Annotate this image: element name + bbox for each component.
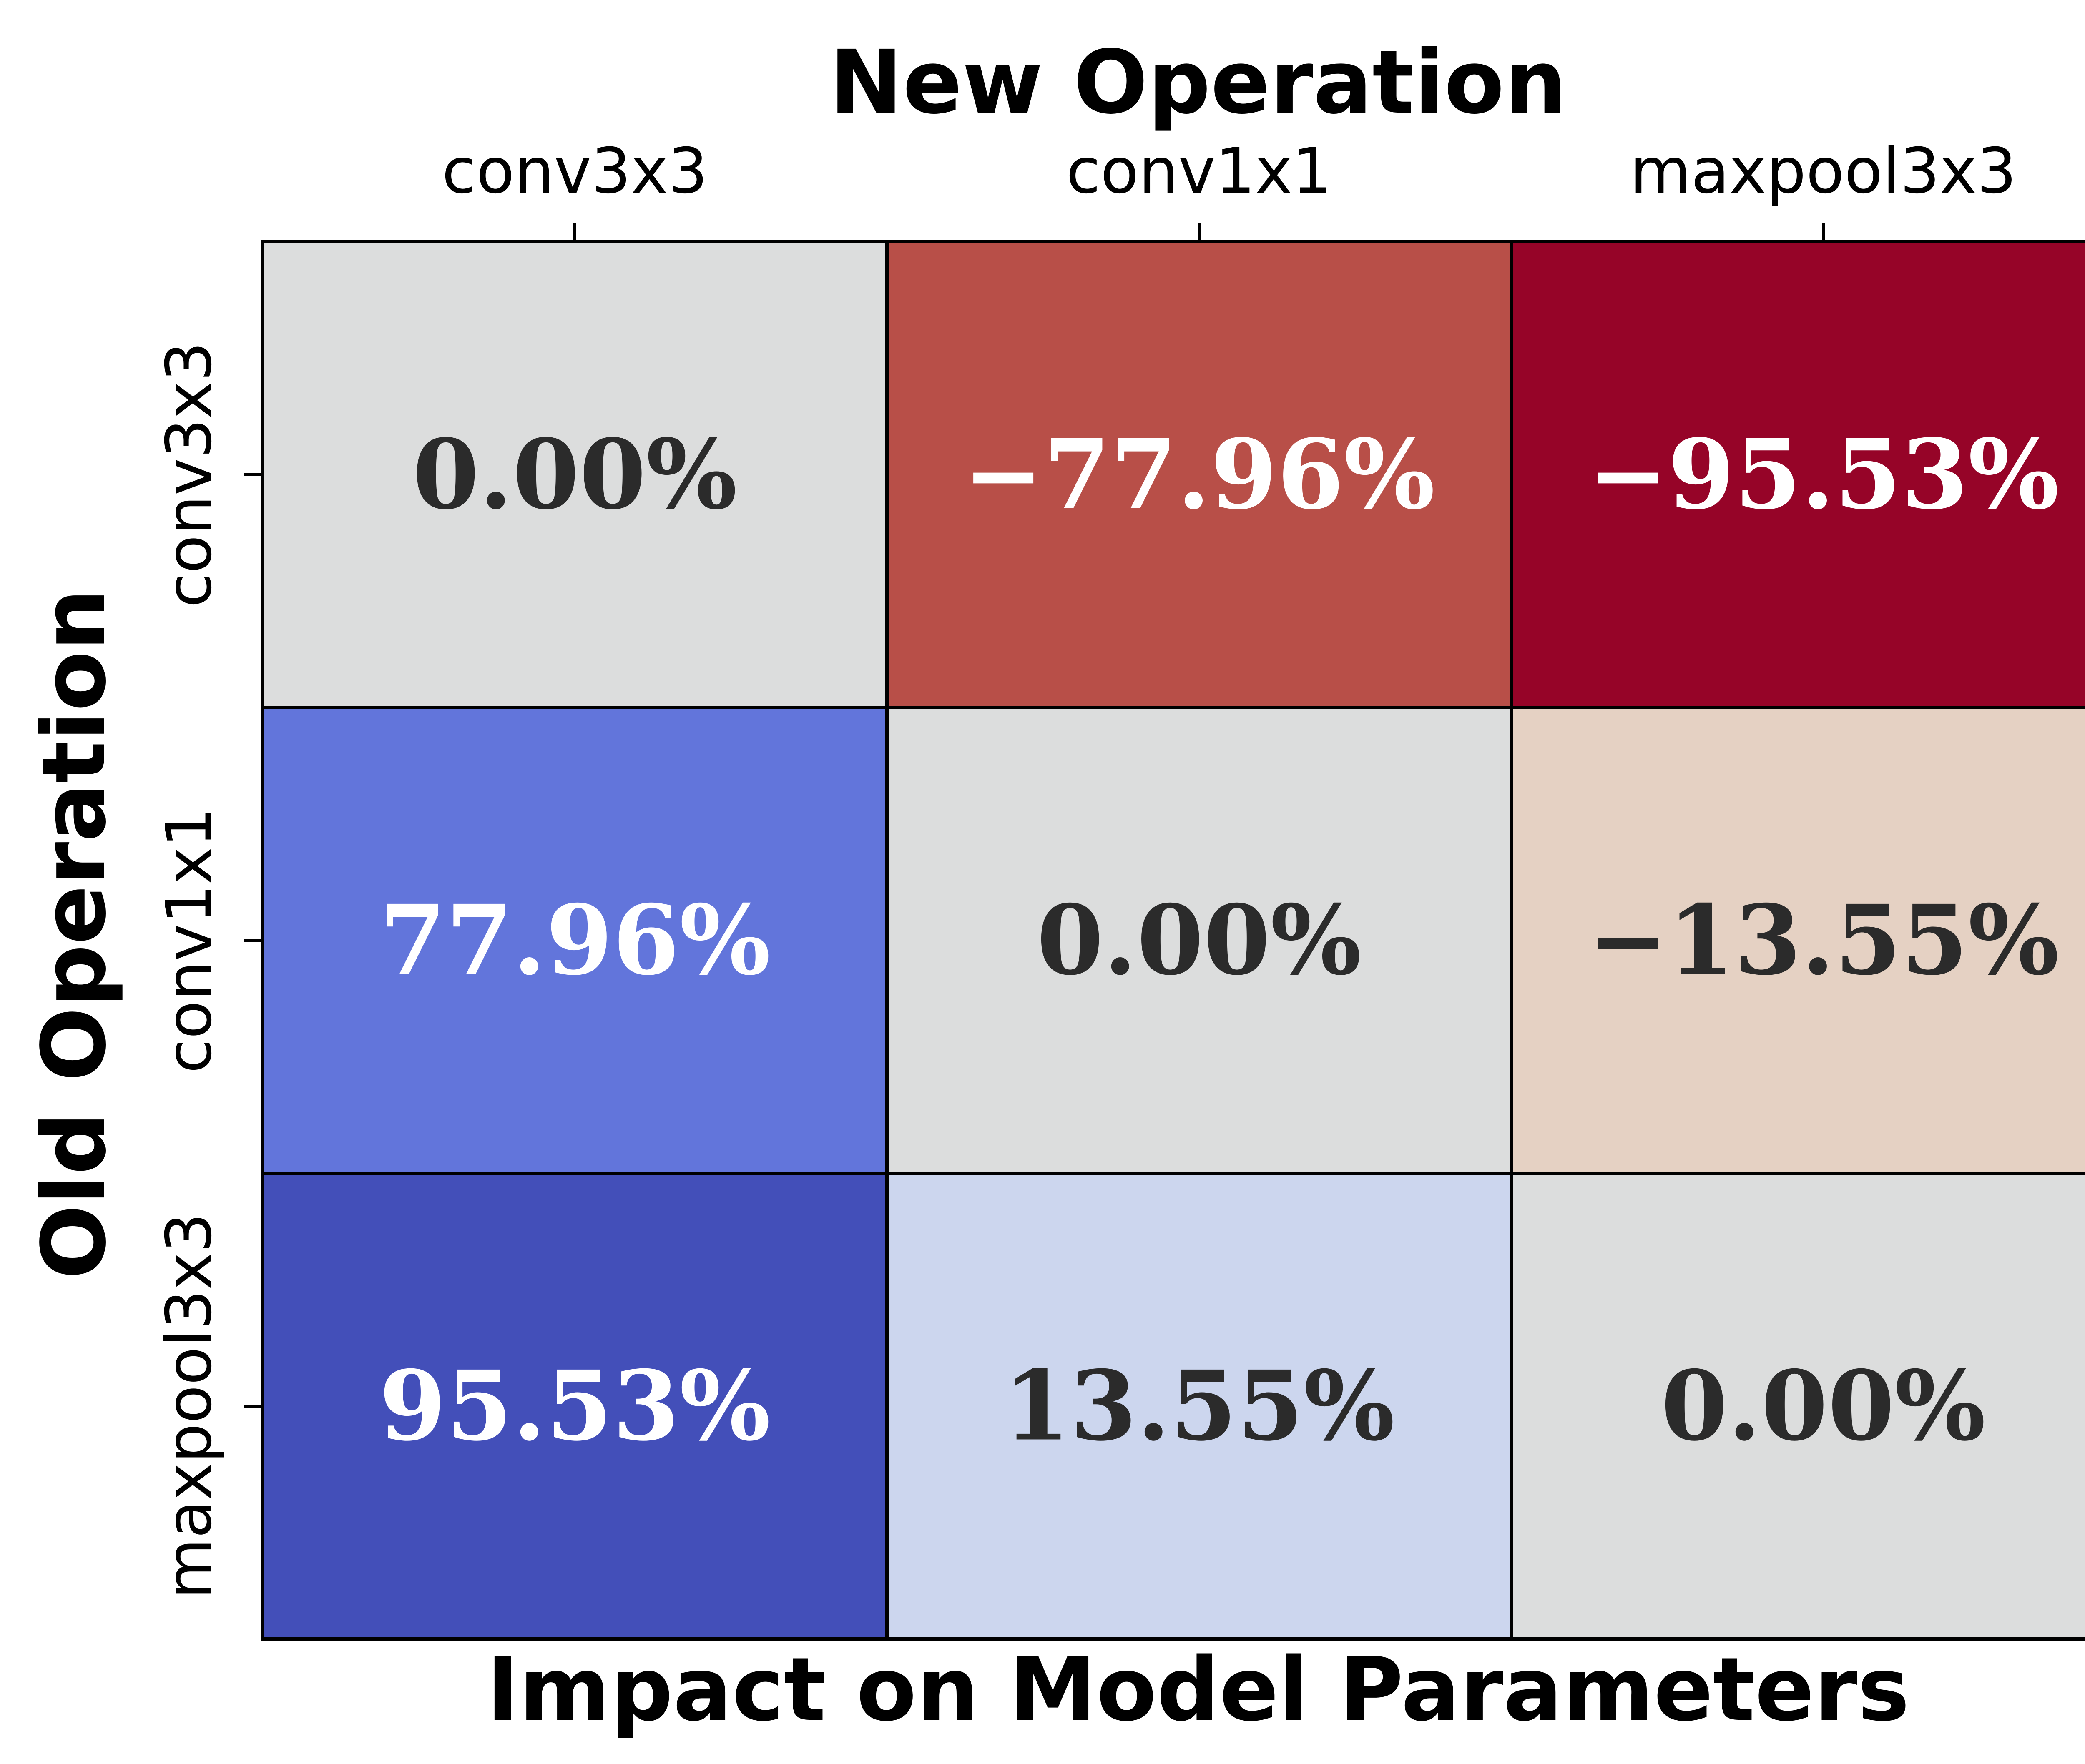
heatmap-cell-maxpool3x3-maxpool3x3 (1510, 1172, 2085, 1641)
heatmap-cell-maxpool3x3-conv1x1 (885, 1172, 1513, 1641)
x-tick-label: conv3x3 (442, 135, 708, 208)
heatmap-cell-conv1x1-conv1x1 (885, 706, 1513, 1175)
cell-value-label: 95.53% (379, 1350, 771, 1463)
y-axis-title: Old Operation (23, 589, 125, 1280)
y-tick-label: maxpool3x3 (153, 1213, 226, 1599)
heatmap-cell-conv1x1-conv3x3 (261, 706, 889, 1175)
heatmap-cell-conv3x3-conv1x1 (885, 240, 1513, 709)
cell-value-label: −95.53% (1588, 419, 2059, 531)
heatmap-cells: 0.00% −77.96% −95.53% 77.96% 0.00% −13.55% 95.… (261, 240, 2085, 1641)
axis-ticks (244, 223, 1825, 1408)
x-axis-title: Impact on Model Parameters (487, 1639, 1910, 1741)
tick-labels: conv3x3 conv1x1 maxpool3x3 conv3x3 conv1x1 ma… (153, 135, 2017, 1599)
cell-value-label: −13.55% (1588, 884, 2059, 997)
cell-value-label: 13.55% (1003, 1350, 1395, 1463)
heatmap-cell-conv1x1-maxpool3x3 (1510, 706, 2085, 1175)
heatmap-cell-conv3x3-conv3x3 (261, 240, 889, 709)
cell-value-label: 0.00% (412, 419, 737, 531)
y-tick-label: conv1x1 (153, 808, 226, 1074)
cell-value-label: 0.00% (1661, 1350, 1986, 1463)
cell-value-label: 77.96% (379, 884, 771, 997)
chart-title: New Operation (829, 31, 1567, 133)
cell-value-label: −77.96% (963, 419, 1435, 531)
x-tick-label: maxpool3x3 (1630, 135, 2017, 208)
y-tick-label: conv3x3 (153, 342, 226, 608)
x-tick-label: conv1x1 (1066, 135, 1332, 208)
cell-value-label: 0.00% (1037, 884, 1362, 997)
